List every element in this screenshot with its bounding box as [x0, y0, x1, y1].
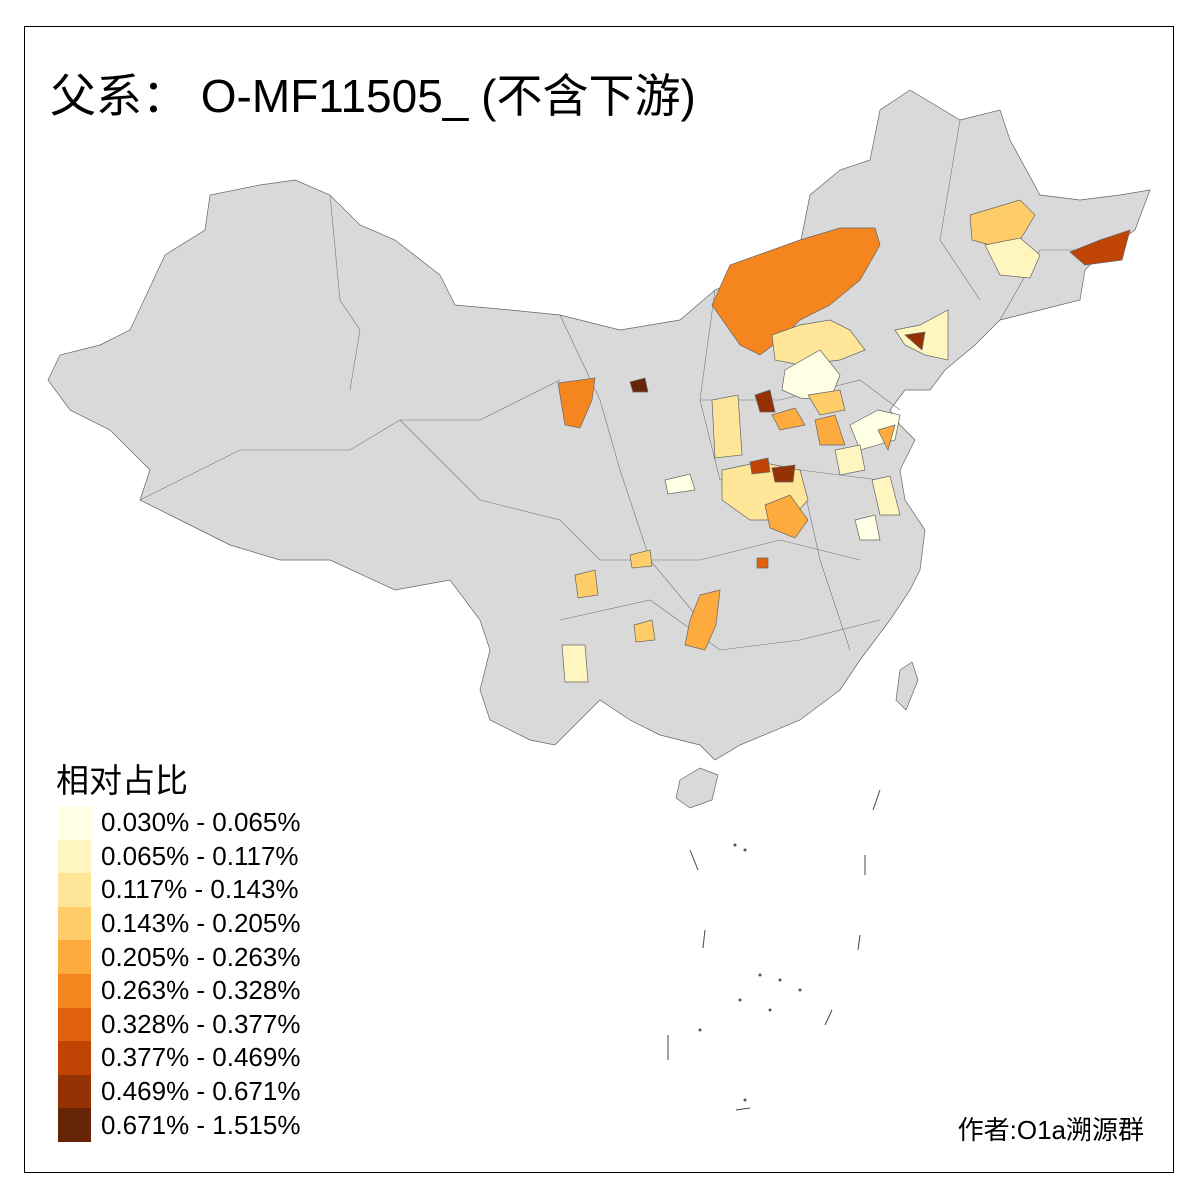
map-frame [24, 26, 1174, 1173]
legend-swatch [58, 1074, 91, 1109]
legend-swatch [58, 1007, 91, 1042]
legend-item: 0.469% - 0.671% [58, 1074, 301, 1109]
legend-label: 0.030% - 0.065% [101, 807, 301, 838]
legend-item: 0.205% - 0.263% [58, 940, 300, 974]
sea-boundary-line [857, 934, 861, 951]
legend-item: 0.030% - 0.065% [58, 806, 300, 840]
legend-label: 0.469% - 0.671% [101, 1076, 301, 1107]
island-dot [768, 1008, 772, 1012]
hainan-island [675, 767, 719, 809]
province-boundary [329, 194, 361, 391]
region [904, 331, 926, 351]
region [984, 237, 1041, 279]
legend-swatch [58, 1041, 91, 1075]
island-dot [758, 973, 762, 977]
region [574, 569, 599, 599]
legend-item: 0.377% - 0.469% [58, 1041, 300, 1075]
region [834, 444, 866, 476]
legend: 0.030% - 0.065% 0.065% - 0.117% 0.117% - 0… [58, 806, 300, 1142]
legend-item: 0.117% - 0.143% [58, 873, 300, 907]
legend-swatch [58, 973, 91, 1008]
region [871, 475, 901, 516]
legend-item: 0.671% - 1.515% [58, 1108, 300, 1142]
legend-item: 0.328% - 0.377% [58, 1007, 301, 1042]
region [749, 457, 771, 475]
map-title: 父系： O-MF11505_ (不含下游) [50, 70, 696, 122]
region [771, 319, 866, 366]
sea-boundary-line [689, 849, 699, 871]
legend-label: 0.117% - 0.143% [101, 874, 299, 905]
legend-label: 0.143% - 0.205% [101, 908, 301, 939]
region [711, 227, 881, 356]
region [814, 414, 846, 446]
sea-boundary-line [872, 789, 881, 811]
island-dot [798, 988, 802, 992]
legend-swatch [58, 806, 91, 840]
island-dot [743, 1098, 747, 1102]
author-credit: 作者:O1a溯源群 [957, 1115, 1144, 1145]
taiwan-island [895, 661, 919, 711]
region [877, 424, 896, 451]
legend-title: 相对占比 [56, 762, 188, 799]
province-boundary [399, 419, 601, 561]
legend-item: 0.065% - 0.117% [58, 839, 300, 874]
region [854, 514, 881, 541]
province-boundary [559, 314, 621, 471]
province-boundary [559, 599, 881, 651]
region [561, 644, 589, 683]
legend-swatch [58, 873, 91, 907]
region [684, 589, 721, 651]
legend-item: 0.143% - 0.205% [58, 906, 301, 941]
sea-boundary-line [702, 929, 706, 949]
legend-label: 0.328% - 0.377% [101, 1008, 301, 1039]
island-dot [743, 848, 747, 852]
island-dot [733, 843, 737, 847]
legend-swatch [58, 839, 91, 874]
region [557, 377, 596, 429]
legend-swatch [58, 940, 91, 974]
region [764, 494, 809, 539]
legend-swatch [58, 1108, 91, 1142]
province-boundary [999, 249, 1080, 321]
region [756, 557, 769, 569]
island-dot [778, 978, 782, 982]
legend-label: 0.065% - 0.117% [101, 840, 299, 871]
legend-item: 0.263% - 0.328% [58, 973, 301, 1008]
island-dot [738, 998, 742, 1002]
region [633, 619, 656, 643]
region [711, 394, 743, 459]
island-dot [698, 1028, 702, 1032]
region [771, 464, 796, 483]
region [664, 473, 696, 495]
region [754, 389, 776, 413]
legend-swatch [58, 906, 91, 941]
sea-boundary-line [824, 1009, 833, 1026]
legend-label: 0.377% - 0.469% [101, 1042, 301, 1073]
province-boundary [139, 379, 561, 501]
region [771, 407, 806, 431]
region [629, 549, 653, 569]
legend-label: 0.671% - 1.515% [101, 1109, 301, 1140]
legend-label: 0.205% - 0.263% [101, 941, 301, 972]
province-boundary [939, 119, 981, 301]
sea-boundary-line [735, 1107, 751, 1111]
region [1069, 229, 1131, 266]
legend-label: 0.263% - 0.328% [101, 975, 301, 1006]
region [629, 377, 649, 393]
region [807, 389, 846, 416]
china-mainland [47, 89, 1151, 761]
